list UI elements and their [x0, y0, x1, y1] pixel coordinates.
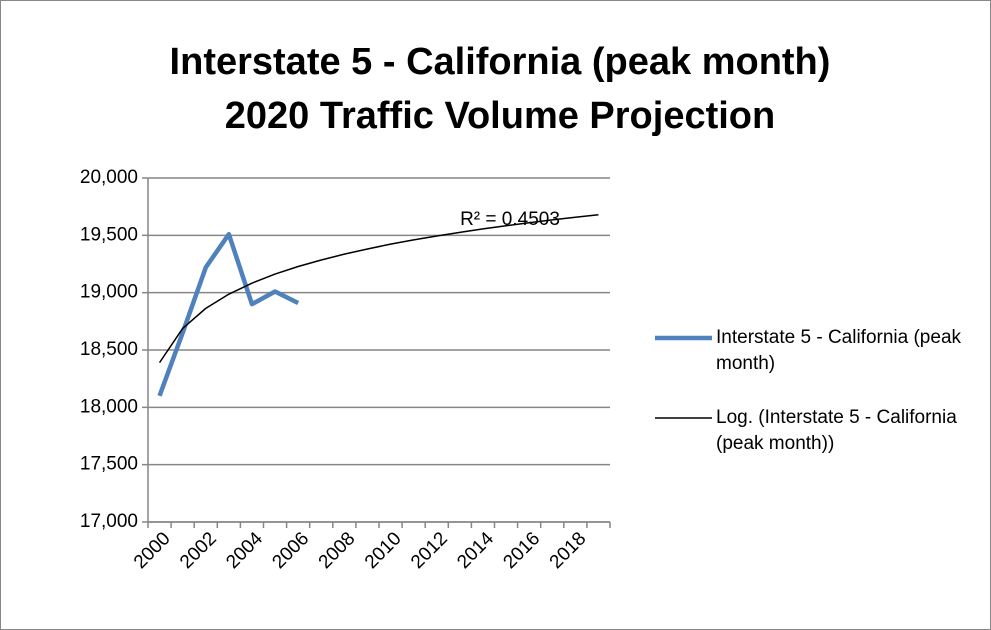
series-line [158, 213, 599, 364]
annotation: R² = 0.4503 [460, 209, 560, 230]
y-tick-label: 17,000 [80, 511, 138, 532]
y-tick-label: 18,000 [80, 396, 138, 417]
chart-subtitle: 2020 Traffic Volume Projection [225, 95, 775, 137]
y-tick-label: 18,500 [80, 339, 138, 360]
legend-label: Log. (Interstate 5 - California (peak mo… [716, 407, 957, 454]
y-tick-label: 17,500 [80, 454, 138, 475]
y-tick-label: 19,500 [80, 224, 138, 245]
legend-label: Interstate 5 - California (peak month) [716, 327, 962, 374]
series-line [157, 231, 300, 397]
chart-title: Interstate 5 - California (peak month) [170, 41, 831, 83]
y-tick-label: 20,000 [80, 167, 138, 188]
y-tick-label: 19,000 [80, 282, 138, 303]
